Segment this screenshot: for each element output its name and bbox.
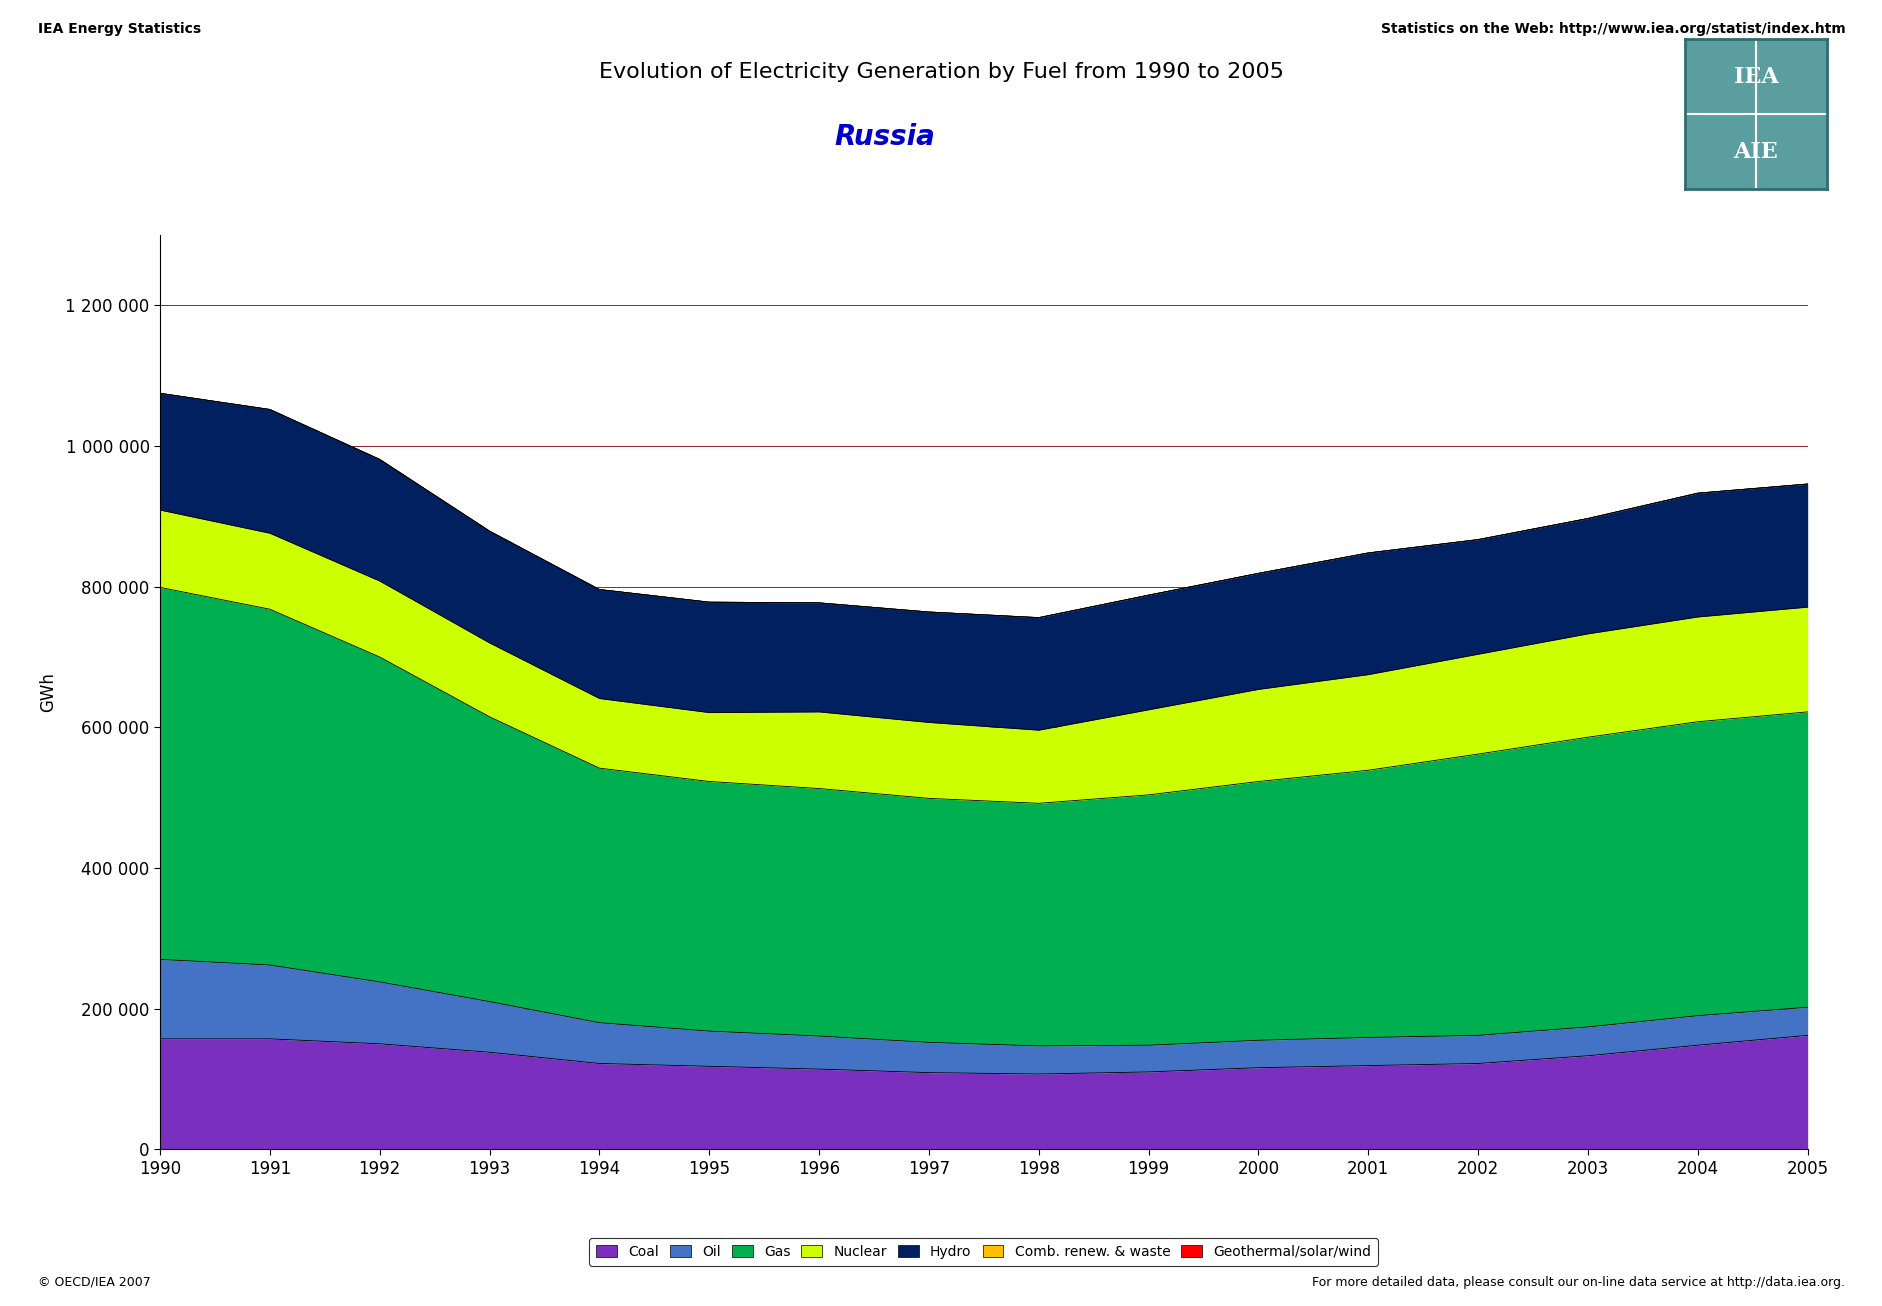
Text: Evolution of Electricity Generation by Fuel from 1990 to 2005: Evolution of Electricity Generation by F…: [598, 61, 1284, 82]
Text: For more detailed data, please consult our on-line data service at http://data.i: For more detailed data, please consult o…: [1312, 1276, 1844, 1289]
Text: Statistics on the Web: http://www.iea.org/statist/index.htm: Statistics on the Web: http://www.iea.or…: [1380, 22, 1844, 35]
Text: IEA: IEA: [1733, 65, 1777, 88]
Legend: Coal, Oil, Gas, Nuclear, Hydro, Comb. renew. & waste, Geothermal/solar/wind: Coal, Oil, Gas, Nuclear, Hydro, Comb. re…: [589, 1238, 1378, 1266]
Text: IEA Energy Statistics: IEA Energy Statistics: [38, 22, 201, 35]
Text: AIE: AIE: [1733, 141, 1777, 163]
Text: © OECD/IEA 2007: © OECD/IEA 2007: [38, 1276, 151, 1289]
Text: Russia: Russia: [834, 123, 935, 151]
Y-axis label: GWh: GWh: [40, 673, 56, 712]
